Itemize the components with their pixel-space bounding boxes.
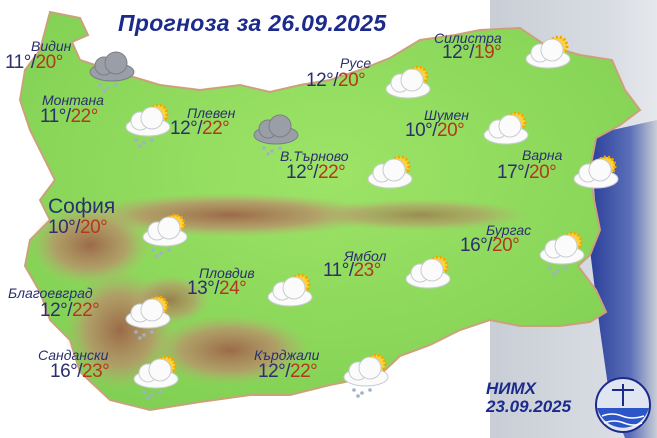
partly-cloudy-icon	[518, 32, 578, 78]
city-name: Кърджали	[254, 347, 320, 363]
max-temp: 22°	[72, 300, 100, 321]
max-temp: 20°	[529, 162, 557, 183]
city-name: В.Търново	[280, 148, 349, 164]
city-name: Варна	[522, 147, 563, 163]
issuer-name: НИМХ	[486, 379, 537, 398]
city-temps: 10°/20°	[48, 217, 108, 238]
city-name: София	[48, 195, 116, 218]
max-temp: 20°	[35, 52, 64, 73]
city-name: Монтана	[42, 92, 104, 108]
min-temp: 13°	[187, 278, 215, 299]
min-temp: 11°	[323, 260, 349, 281]
min-temp: 12°	[286, 162, 314, 183]
city-temps: 12°/20°	[306, 70, 366, 91]
max-temp: 22°	[290, 361, 318, 382]
partly-cloudy-rain-icon	[118, 292, 178, 340]
city-temps: 17°/20°	[497, 162, 557, 183]
partly-cloudy-icon	[260, 270, 320, 316]
city-temps: 13°/24°	[187, 278, 247, 299]
city-temps: 12°/22°	[40, 300, 100, 321]
min-temp: 12°	[258, 361, 286, 382]
max-temp: 20°	[338, 70, 366, 91]
city-temps: 10°/20°	[405, 120, 465, 141]
city-name: Ямбол	[344, 248, 387, 264]
city-name: Силистра	[434, 30, 502, 46]
max-temp: 22°	[70, 106, 99, 127]
city-temps: 11°/20°	[5, 52, 64, 73]
partly-cloudy-icon	[378, 62, 438, 108]
min-temp: 10°	[48, 217, 76, 238]
max-temp: 20°	[492, 235, 520, 256]
city-name: Русе	[340, 55, 372, 71]
city-temps: 12°/22°	[170, 118, 230, 139]
partly-cloudy-icon	[398, 252, 458, 298]
rain-cloud-icon	[246, 108, 306, 156]
city-name: Плевен	[187, 105, 236, 121]
rain-cloud-icon	[82, 45, 142, 93]
city-name: Видин	[31, 38, 72, 54]
page-title: Прогноза за 26.09.2025	[118, 10, 387, 36]
partly-cloudy-rain-icon	[135, 210, 195, 258]
city-name: Бургас	[486, 222, 532, 238]
max-temp: 20°	[437, 120, 465, 141]
partly-cloudy-rain-icon	[118, 100, 178, 148]
max-temp: 23°	[82, 361, 110, 382]
city-temps: 11°/22°	[40, 106, 99, 127]
city-temps: 12°/22°	[286, 162, 346, 183]
partly-cloudy-rain-icon	[336, 350, 396, 398]
city-name: Благоевград	[8, 285, 93, 301]
partly-cloudy-icon	[360, 152, 420, 198]
partly-cloudy-icon	[476, 108, 536, 154]
min-temp: 16°	[460, 235, 488, 256]
city-temps: 16°/23°	[50, 361, 110, 382]
min-temp: 16°	[50, 361, 78, 382]
min-temp: 10°	[405, 120, 433, 141]
max-temp: 20°	[80, 217, 108, 238]
max-temp: 23°	[353, 260, 382, 281]
nimh-logo	[595, 377, 651, 433]
max-temp: 22°	[202, 118, 230, 139]
partly-cloudy-rain-icon	[532, 228, 592, 276]
min-temp: 11°	[5, 52, 31, 73]
issuer-block: НИМХ 23.09.2025	[486, 380, 571, 416]
partly-cloudy-icon	[566, 152, 626, 198]
city-temps: 12°/19°	[442, 42, 502, 63]
partly-cloudy-rain-icon	[126, 352, 186, 400]
issue-date: 23.09.2025	[486, 397, 572, 416]
min-temp: 12°	[170, 118, 198, 139]
max-temp: 24°	[219, 278, 247, 299]
max-temp: 19°	[474, 42, 502, 63]
city-temps: 12°/22°	[258, 361, 318, 382]
city-temps: 16°/20°	[460, 235, 520, 256]
city-name: Пловдив	[199, 265, 255, 281]
max-temp: 22°	[318, 162, 346, 183]
min-temp: 12°	[40, 300, 68, 321]
city-name: Сандански	[38, 347, 109, 363]
city-name: Шумен	[424, 107, 469, 123]
black-sea	[590, 120, 657, 438]
min-temp: 11°	[40, 106, 66, 127]
min-temp: 12°	[442, 42, 470, 63]
city-temps: 11°/23°	[323, 260, 382, 281]
min-temp: 17°	[497, 162, 525, 183]
min-temp: 12°	[306, 70, 334, 91]
